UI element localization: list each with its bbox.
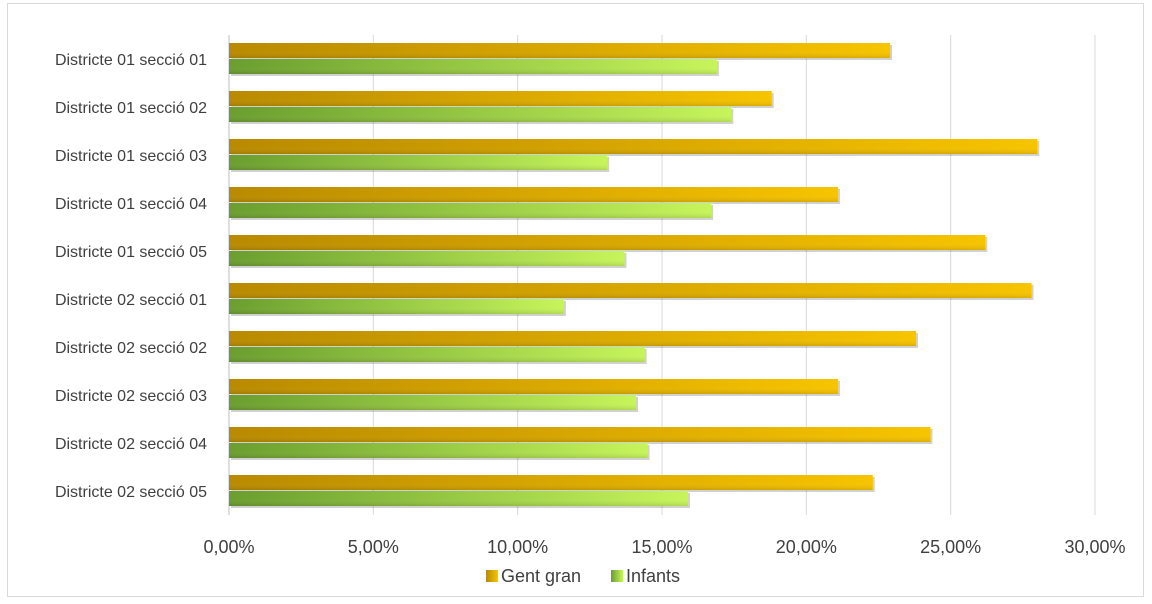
bar-shade <box>229 43 891 58</box>
x-tick-label: 25,00% <box>920 537 981 557</box>
bar-shade <box>229 139 1038 154</box>
x-tick-label: 5,00% <box>348 537 399 557</box>
x-tick-label: 0,00% <box>203 537 254 557</box>
category-label: Districte 01 secció 04 <box>55 196 207 213</box>
legend-swatch-infants <box>611 570 623 582</box>
bar-shade <box>229 91 772 106</box>
category-label: Districte 02 secció 05 <box>55 484 207 501</box>
category-label: Districte 02 secció 04 <box>55 436 207 453</box>
category-label: Districte 02 secció 01 <box>55 292 207 309</box>
bar-shade <box>229 283 1032 298</box>
bar-shade <box>229 299 564 314</box>
category-label: Districte 01 secció 03 <box>55 148 207 165</box>
bar-shade <box>229 347 645 362</box>
category-label: Districte 01 secció 02 <box>55 100 207 117</box>
category-label: Districte 01 secció 05 <box>55 244 207 261</box>
bar-shade <box>229 331 917 346</box>
bar-shade <box>229 491 688 506</box>
bar-shade <box>229 107 732 122</box>
bar-shade <box>229 379 839 394</box>
bar-shade <box>229 235 986 250</box>
bar-shade <box>229 187 839 202</box>
bar-shade <box>229 395 637 410</box>
bar-shade <box>229 155 608 170</box>
bar-shade <box>229 475 873 490</box>
category-label: Districte 02 secció 03 <box>55 388 207 405</box>
bar-shade <box>229 59 717 74</box>
category-label: Districte 01 secció 01 <box>55 52 207 69</box>
x-tick-label: 15,00% <box>631 537 692 557</box>
bar-shade <box>229 251 625 266</box>
legend-swatch-gent-gran <box>486 570 498 582</box>
bar-shade <box>229 443 648 458</box>
x-tick-label: 10,00% <box>487 537 548 557</box>
x-tick-label: 30,00% <box>1064 537 1125 557</box>
legend-label-gent-gran: Gent gran <box>501 566 581 586</box>
x-tick-label: 20,00% <box>776 537 837 557</box>
bar-shade <box>229 203 712 218</box>
bar-shade <box>229 427 931 442</box>
category-label: Districte 02 secció 02 <box>55 340 207 357</box>
legend-label-infants: Infants <box>626 566 680 586</box>
